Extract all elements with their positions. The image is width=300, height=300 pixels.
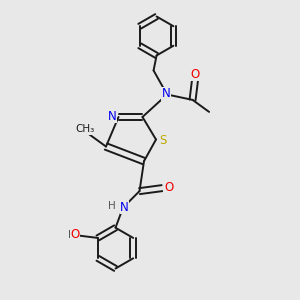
Text: O: O	[190, 68, 200, 81]
Text: S: S	[159, 134, 166, 148]
Text: N: N	[108, 110, 116, 123]
Text: H: H	[108, 201, 116, 211]
Text: N: N	[162, 87, 170, 101]
Text: H: H	[68, 230, 75, 240]
Text: N: N	[120, 200, 129, 214]
Text: O: O	[164, 181, 173, 194]
Text: O: O	[70, 228, 80, 241]
Text: CH₃: CH₃	[75, 124, 94, 134]
